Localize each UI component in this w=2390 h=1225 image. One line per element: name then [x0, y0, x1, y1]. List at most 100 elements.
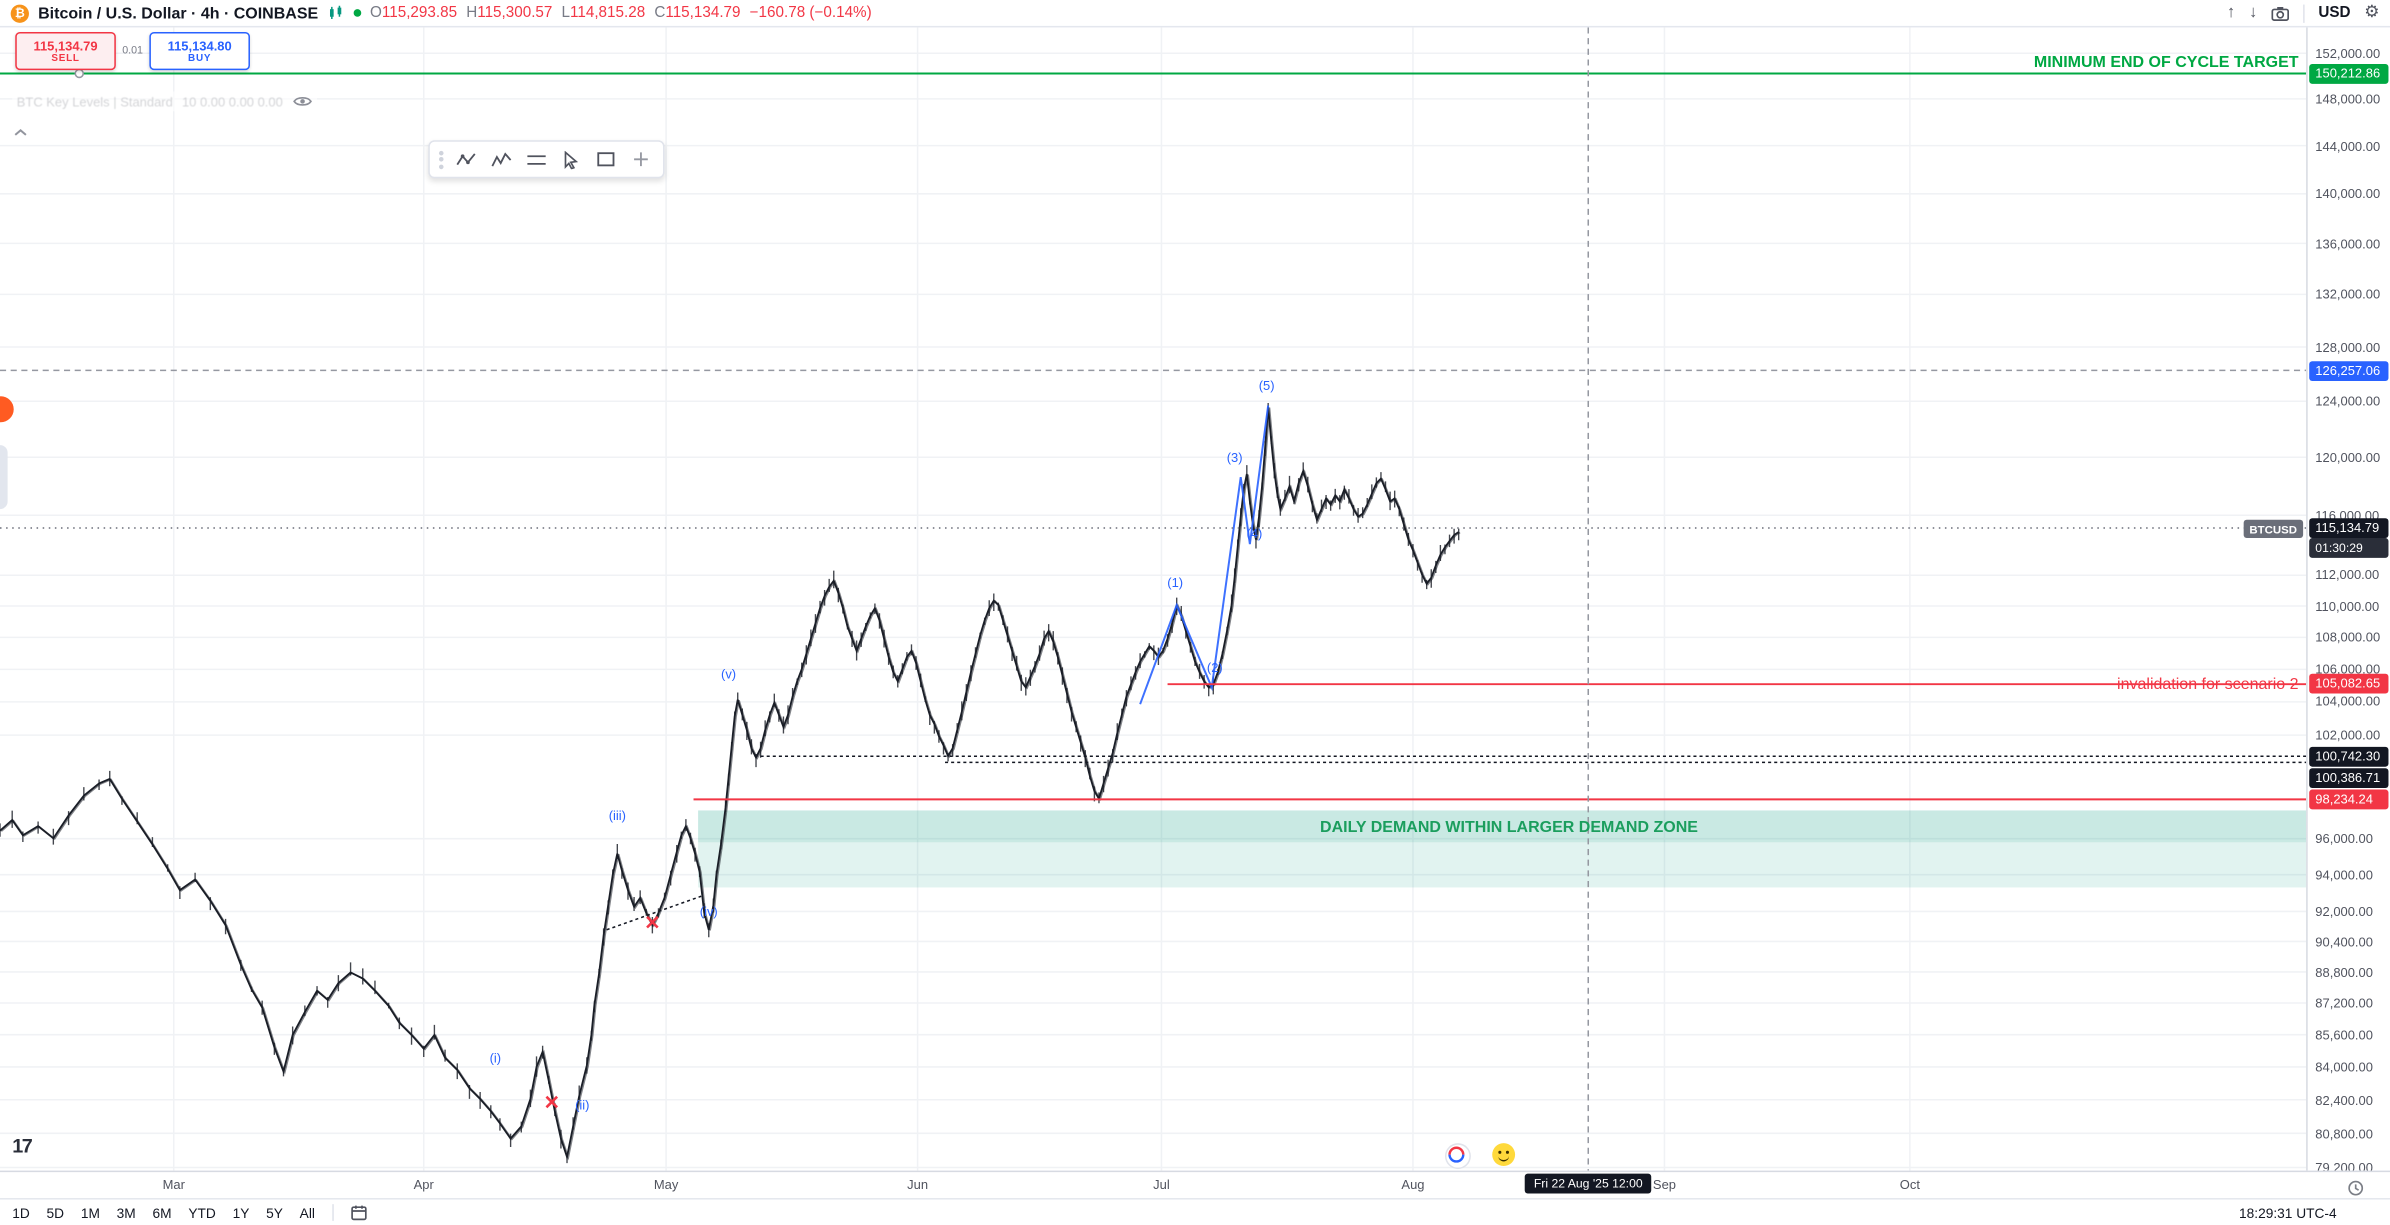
buy-price: 115,134.80	[167, 38, 232, 54]
camera-icon[interactable]	[2271, 5, 2290, 21]
price-tick: 96,000.00	[2315, 831, 2373, 847]
grip-handle[interactable]	[436, 150, 447, 169]
time-tick-jun: Jun	[907, 1176, 929, 1192]
price-tick: 82,400.00	[2315, 1092, 2373, 1108]
price-tick: 85,600.00	[2315, 1027, 2373, 1043]
indicator-legend-title: BTC Key Levels | Standard	[16, 93, 173, 109]
price-axis[interactable]: 152,000.00 148,000.00 144,000.00 140,000.00…	[2306, 27, 2390, 1175]
bottom-bar-divider	[331, 1204, 334, 1221]
crosshair-time-badge: Fri 22 Aug '25 12:00	[1524, 1173, 1652, 1194]
price-tick: 120,000.00	[2315, 449, 2381, 465]
wave-label[interactable]: (i)	[490, 1050, 502, 1065]
wave-label[interactable]: (v)	[721, 666, 736, 681]
range-button-1m[interactable]: 1M	[80, 1204, 100, 1221]
wave-label[interactable]: (3)	[1227, 450, 1243, 465]
line-anchor-handle[interactable]	[74, 68, 84, 79]
price-tick: 124,000.00	[2315, 393, 2381, 409]
invalidation-badge: 105,082.65	[2309, 674, 2389, 695]
crosshair-price-badge: 126,257.06	[2309, 360, 2389, 381]
low-label: L	[561, 4, 571, 22]
price-tick: 88,800.00	[2315, 964, 2373, 980]
price-tick: 128,000.00	[2315, 339, 2381, 355]
price-tick: 90,400.00	[2315, 933, 2373, 950]
range-buttons: 1D 5D 1M 3M 6M YTD 1Y 5Y All	[12, 1205, 315, 1220]
wave-label[interactable]: (4)	[1247, 526, 1263, 541]
open-label: O	[370, 4, 382, 22]
high-label: H	[466, 4, 478, 22]
time-axis-clock-icon[interactable]	[2347, 1177, 2364, 1204]
invalidation-label[interactable]: invalidation for scenario 2	[2117, 675, 2299, 694]
time-tick-aug: Aug	[1401, 1176, 1425, 1192]
cursor-tool-icon[interactable]	[555, 145, 587, 174]
range-button-ytd[interactable]: YTD	[188, 1204, 216, 1221]
cycle-target-badge: 150,212.86	[2309, 63, 2389, 84]
support-badge: 98,234.24	[2309, 789, 2389, 810]
elliott-wave-tool-icon[interactable]	[485, 145, 517, 174]
range-button-5d[interactable]: 5D	[46, 1204, 65, 1221]
wave-label[interactable]: (1)	[1167, 575, 1183, 590]
price-tick: 136,000.00	[2315, 235, 2381, 251]
arrow-up-icon[interactable]: ↑	[2226, 3, 2236, 22]
wave-label[interactable]: (iv)	[700, 904, 718, 919]
last-price-badge: 115,134.79	[2309, 518, 2389, 538]
spread-value: 0.01	[122, 45, 143, 57]
wave-label[interactable]: (iii)	[609, 808, 626, 823]
range-button-6m[interactable]: 6M	[152, 1204, 172, 1221]
time-tick-apr: Apr	[413, 1176, 434, 1192]
demand-zone-band[interactable]	[698, 842, 2307, 888]
session-clock[interactable]: 18:29:31 UTC-4	[2239, 1204, 2337, 1221]
emoji-sticker-cycle-icon[interactable]	[1444, 1143, 1471, 1170]
demand-zone-label[interactable]: DAILY DEMAND WITHIN LARGER DEMAND ZONE	[1320, 818, 1698, 837]
range-button-all[interactable]: All	[299, 1204, 315, 1221]
sell-button[interactable]: 115,134.79 SELL	[15, 32, 116, 71]
range-button-1d[interactable]: 1D	[12, 1204, 30, 1221]
range-button-5y[interactable]: 5Y	[266, 1204, 283, 1221]
dotted-trendline[interactable]	[606, 895, 702, 931]
wave-impulse-line[interactable]	[1139, 405, 1270, 705]
indicator-legend[interactable]: BTC Key Levels | Standard 10 0.00 0.00 0…	[12, 91, 317, 112]
currency-label[interactable]: USD	[2318, 4, 2351, 22]
zigzag-tool-icon[interactable]	[450, 145, 482, 174]
parallel-lines-tool-icon[interactable]	[520, 145, 552, 174]
demand-zone-band[interactable]	[698, 810, 2307, 843]
candlestick-series	[0, 406, 1460, 1161]
rectangle-tool-icon[interactable]	[590, 145, 622, 174]
time-tick-oct: Oct	[1899, 1176, 1920, 1192]
gear-icon[interactable]: ⚙	[2364, 3, 2380, 22]
wave-label[interactable]: (5)	[1259, 378, 1275, 393]
go-to-date-icon[interactable]	[350, 1204, 367, 1221]
time-tick-may: May	[653, 1176, 679, 1192]
add-tool-icon[interactable]	[625, 145, 657, 174]
left-edge-floating-button[interactable]	[0, 396, 14, 423]
buy-button[interactable]: 115,134.80 BUY	[149, 32, 250, 71]
tradingview-logo[interactable]: 17	[12, 1134, 33, 1157]
invalidated-x-icon[interactable]	[545, 1095, 559, 1109]
wave-label[interactable]: (ii)	[575, 1098, 589, 1113]
high-value: 115,300.57	[477, 4, 553, 22]
symbol-title[interactable]: Bitcoin / U.S. Dollar · 4h · COINBASE	[38, 3, 319, 23]
price-tick: 87,200.00	[2315, 995, 2373, 1011]
left-edge-collapsed-panel[interactable]	[0, 445, 8, 510]
arrow-down-icon[interactable]: ↓	[2249, 3, 2258, 22]
cycle-target-label[interactable]: MINIMUM END OF CYCLE TARGET	[2033, 53, 2299, 72]
price-tick: 80,800.00	[2315, 1125, 2373, 1141]
plot-area[interactable]: (i) (ii) (iii) (iv) (v) (1) (2) (3) (4) (5)	[0, 27, 2307, 1171]
wave-label[interactable]: (2)	[1207, 660, 1223, 675]
close-label: C	[654, 4, 666, 22]
legend-collapse-chevron-icon[interactable]	[14, 117, 28, 144]
emoji-sticker-smiley-icon[interactable]	[1492, 1143, 1516, 1167]
bitcoin-icon: ₿	[10, 3, 29, 23]
time-tick-jul: Jul	[1153, 1176, 1170, 1192]
candlestick-series-shadow	[0, 407, 1461, 1161]
price-tick: 148,000.00	[2315, 91, 2381, 107]
dotted-level-1-badge: 100,742.30	[2309, 746, 2389, 767]
time-tick-mar: Mar	[162, 1176, 185, 1192]
eye-icon[interactable]	[292, 95, 312, 109]
range-button-1y[interactable]: 1Y	[232, 1204, 250, 1221]
invalidated-x-icon[interactable]	[646, 915, 659, 929]
low-value: 114,815.28	[570, 4, 646, 22]
time-axis[interactable]: Mar Apr May Jun Jul Aug Sep Oct Fri 22 Aug '25 1…	[0, 1170, 2390, 1199]
range-button-3m[interactable]: 3M	[116, 1204, 136, 1221]
